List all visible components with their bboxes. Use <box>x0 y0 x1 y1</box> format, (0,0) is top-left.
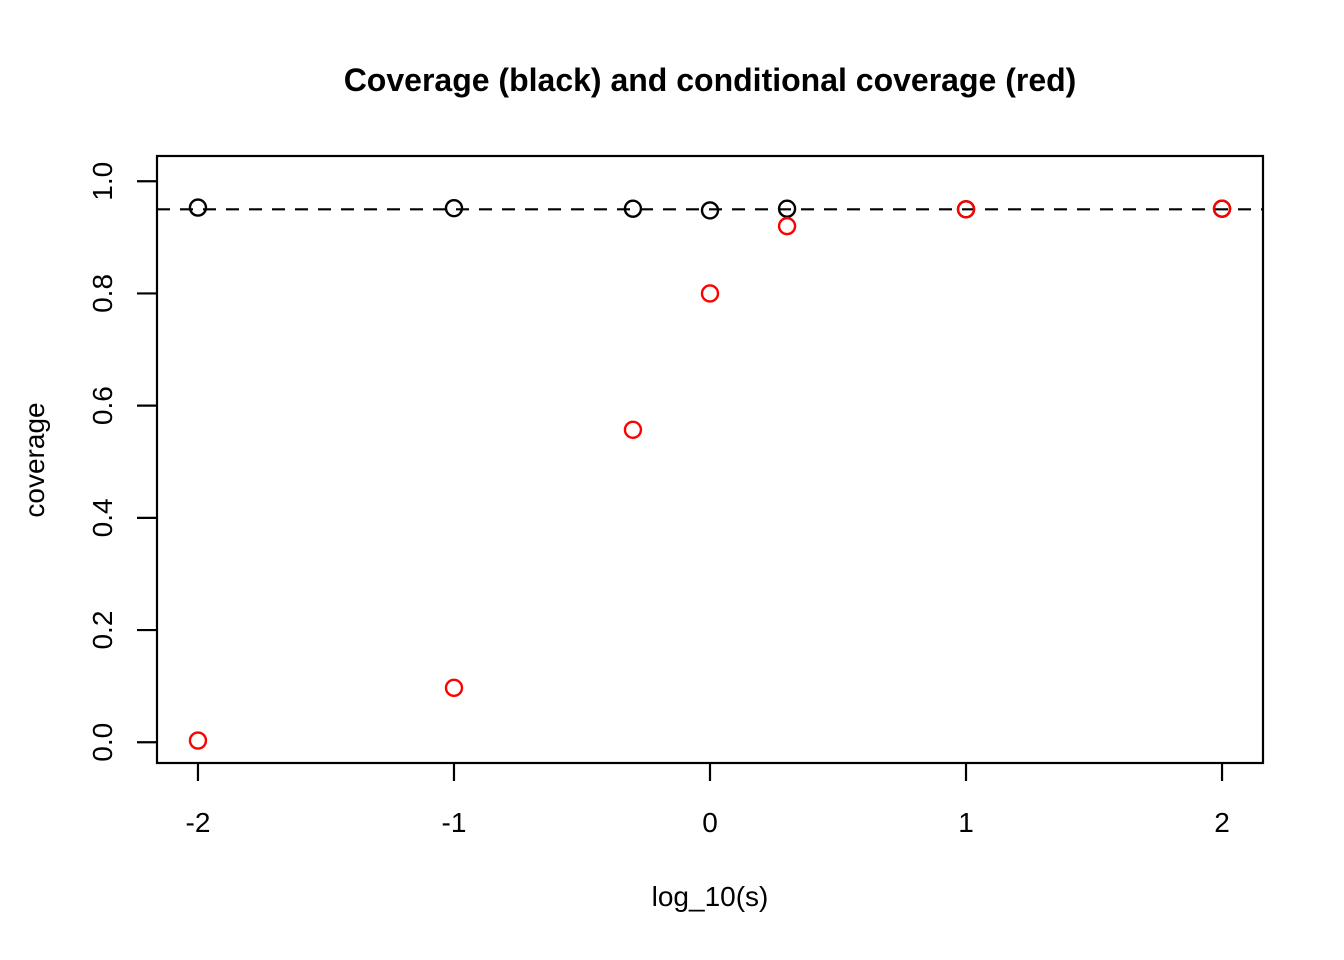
data-point-coverage <box>444 198 464 218</box>
data-point-coverage <box>700 201 720 220</box>
data-point-coverage <box>623 199 643 218</box>
y-tick-label: 0.0 <box>87 723 118 762</box>
data-point-conditional-coverage <box>777 216 797 236</box>
series-layer <box>188 198 1232 750</box>
data-point-coverage <box>188 198 208 217</box>
data-point-conditional-coverage <box>1212 199 1232 218</box>
data-point-conditional-coverage <box>444 678 464 698</box>
y-tick-label: 0.2 <box>87 611 118 650</box>
series-conditional-coverage <box>188 199 1232 750</box>
chart-title: Coverage (black) and conditional coverag… <box>344 62 1077 98</box>
data-point-conditional-coverage <box>623 420 643 439</box>
x-tick-label: 2 <box>1214 807 1230 838</box>
x-tick-label: 1 <box>958 807 974 838</box>
data-point-conditional-coverage <box>956 200 976 219</box>
y-tick-label: 1.0 <box>87 162 118 201</box>
x-tick-label: -2 <box>186 807 211 838</box>
y-axis-label: coverage <box>19 402 50 517</box>
y-axis: 0.0 0.2 0.4 0.6 0.8 1.0 <box>87 162 157 762</box>
data-point-coverage <box>777 199 797 218</box>
x-axis-label: log_10(s) <box>652 881 769 912</box>
y-tick-label: 0.6 <box>87 386 118 425</box>
plot-area-border <box>155 154 1265 765</box>
x-tick-label: -1 <box>442 807 467 838</box>
data-point-conditional-coverage <box>188 731 208 750</box>
y-tick-label: 0.8 <box>87 274 118 313</box>
data-point-conditional-coverage <box>700 284 720 303</box>
x-tick-label: 0 <box>702 807 718 838</box>
x-axis: -2 -1 0 1 2 <box>186 763 1230 838</box>
y-tick-label: 0.4 <box>87 498 118 537</box>
